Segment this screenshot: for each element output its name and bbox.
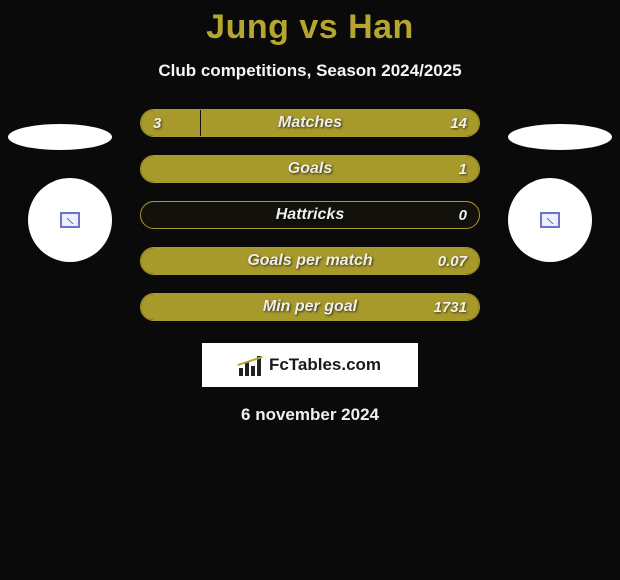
player-avatar-left bbox=[28, 178, 112, 262]
stat-bars: Matches3 14 Goals1 Hattricks0 Goals per matc… bbox=[140, 109, 480, 321]
stat-row: Goals1 bbox=[140, 155, 480, 183]
stat-label: Matches bbox=[141, 110, 479, 136]
date-text: 6 november 2024 bbox=[0, 405, 620, 425]
chart-icon bbox=[239, 354, 263, 376]
brand-text: FcTables.com bbox=[269, 355, 381, 375]
stat-value-right: 1 bbox=[459, 156, 467, 182]
player-avatar-right bbox=[508, 178, 592, 262]
decor-ellipse-left bbox=[8, 124, 112, 150]
stat-value-right: 14 bbox=[450, 110, 467, 136]
stat-label: Min per goal bbox=[141, 294, 479, 320]
stat-row: Hattricks0 bbox=[140, 201, 480, 229]
stat-row: Matches3 14 bbox=[140, 109, 480, 137]
comparison-widget: Jung vs Han Club competitions, Season 20… bbox=[0, 0, 620, 425]
subtitle: Club competitions, Season 2024/2025 bbox=[0, 61, 620, 81]
page-title: Jung vs Han bbox=[0, 8, 620, 47]
stat-row: Min per goal1731 bbox=[140, 293, 480, 321]
stat-value-right: 0.07 bbox=[438, 248, 467, 274]
stat-value-right: 1731 bbox=[434, 294, 467, 320]
stat-value-right: 0 bbox=[459, 202, 467, 228]
decor-ellipse-right bbox=[508, 124, 612, 150]
stat-row: Goals per match0.07 bbox=[140, 247, 480, 275]
stat-value-left: 3 bbox=[153, 110, 161, 136]
stat-label: Goals per match bbox=[141, 248, 479, 274]
stat-label: Goals bbox=[141, 156, 479, 182]
stat-label: Hattricks bbox=[141, 202, 479, 228]
image-placeholder-icon bbox=[540, 212, 560, 228]
brand-logo[interactable]: FcTables.com bbox=[202, 343, 418, 387]
image-placeholder-icon bbox=[60, 212, 80, 228]
